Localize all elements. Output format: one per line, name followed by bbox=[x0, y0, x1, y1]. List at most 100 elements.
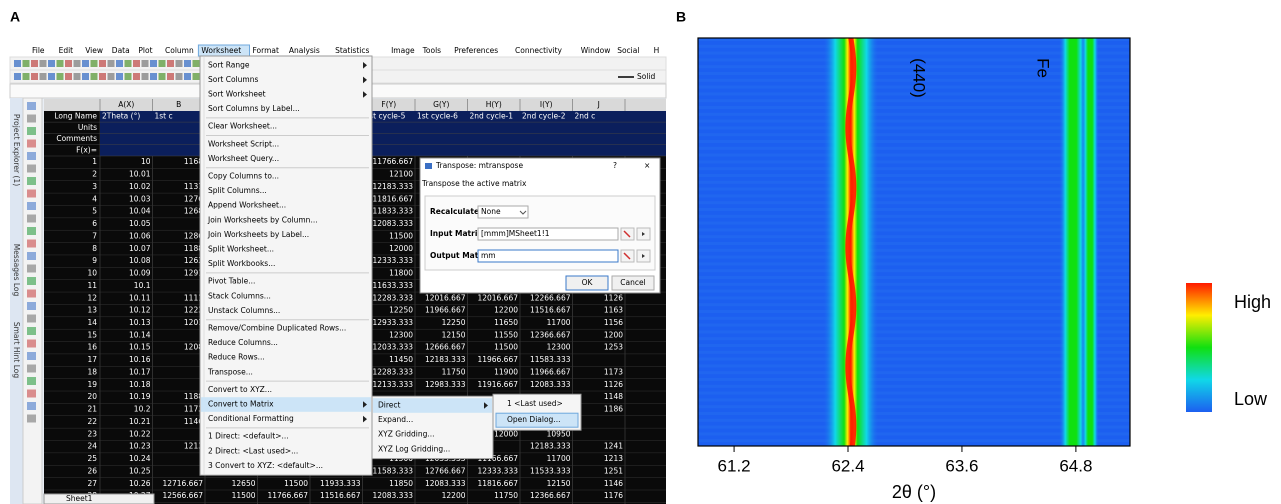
menu-item[interactable]: Connectivity bbox=[515, 46, 563, 55]
toolbar-icon[interactable] bbox=[142, 73, 149, 80]
menu-item[interactable]: Convert to Matrix bbox=[208, 400, 274, 409]
toolbar-icon[interactable] bbox=[125, 73, 132, 80]
toolbar-icon[interactable] bbox=[159, 60, 166, 67]
menu-item[interactable]: Reduce Rows... bbox=[208, 353, 265, 362]
menu-item[interactable]: Clear Worksheet... bbox=[208, 122, 277, 131]
tool-icon[interactable] bbox=[27, 390, 36, 398]
toolbar-icon[interactable] bbox=[116, 60, 123, 67]
menu-item[interactable]: Split Workbooks... bbox=[208, 259, 275, 268]
tool-icon[interactable] bbox=[27, 415, 36, 423]
menu-item[interactable]: Worksheet bbox=[201, 46, 241, 55]
toolbar-icon[interactable] bbox=[31, 73, 38, 80]
menu-item[interactable]: Join Worksheets by Column... bbox=[207, 215, 318, 224]
tool-icon[interactable] bbox=[27, 140, 36, 148]
toolbar-icon[interactable] bbox=[48, 60, 55, 67]
menu-item[interactable]: Statistics bbox=[335, 46, 369, 55]
menu-item[interactable]: Open Dialog... bbox=[507, 415, 560, 424]
toolbar-icon[interactable] bbox=[159, 73, 166, 80]
menu-item[interactable]: Preferences bbox=[454, 46, 498, 55]
tool-icon[interactable] bbox=[27, 152, 36, 160]
tool-icon[interactable] bbox=[27, 102, 36, 110]
tool-icon[interactable] bbox=[27, 377, 36, 385]
toolbar-icon[interactable] bbox=[91, 60, 98, 67]
tool-icon[interactable] bbox=[27, 165, 36, 173]
toolbar-icon[interactable] bbox=[167, 60, 174, 67]
toolbar-icon[interactable] bbox=[176, 60, 183, 67]
menu-item[interactable]: Reduce Columns... bbox=[208, 338, 278, 347]
menu-item[interactable]: Sort Range bbox=[208, 60, 250, 69]
toolbar-icon[interactable] bbox=[167, 73, 174, 80]
menu-item[interactable]: Split Worksheet... bbox=[208, 245, 274, 254]
menu-item[interactable]: Join Worksheets by Label... bbox=[207, 230, 309, 239]
menu-item[interactable]: 1 Direct: <default>... bbox=[208, 432, 289, 441]
button-label[interactable]: OK bbox=[582, 278, 594, 287]
menu-item[interactable]: Remove/Combine Duplicated Rows... bbox=[208, 324, 346, 333]
toolbar-icon[interactable] bbox=[74, 73, 81, 80]
tool-icon[interactable] bbox=[27, 290, 36, 298]
tool-icon[interactable] bbox=[27, 302, 36, 310]
tool-icon[interactable] bbox=[27, 402, 36, 410]
toolbar-icon[interactable] bbox=[176, 73, 183, 80]
menu-item[interactable]: 3 Convert to XYZ: <default>... bbox=[208, 461, 323, 470]
tool-icon[interactable] bbox=[27, 127, 36, 135]
toolbar-icon[interactable] bbox=[82, 60, 89, 67]
toolbar-icon[interactable] bbox=[184, 73, 191, 80]
toolbar-icon[interactable] bbox=[57, 73, 64, 80]
toolbar-icon[interactable] bbox=[65, 60, 72, 67]
menu-item[interactable]: 2 Direct: <Last used>... bbox=[208, 446, 298, 455]
menu-item[interactable]: Sort Worksheet bbox=[208, 90, 266, 99]
toolbar-icon[interactable] bbox=[48, 73, 55, 80]
menu-item[interactable]: Copy Columns to... bbox=[208, 172, 279, 181]
dialog-help[interactable]: ? bbox=[613, 161, 617, 170]
text-field[interactable] bbox=[478, 250, 618, 262]
toolbar-icon[interactable] bbox=[91, 73, 98, 80]
toolbar-icon[interactable] bbox=[142, 60, 149, 67]
toolbar-icon[interactable] bbox=[125, 60, 132, 67]
menu-item[interactable]: Format bbox=[253, 46, 279, 55]
side-tab[interactable]: Smart Hint Log bbox=[12, 322, 21, 379]
tool-icon[interactable] bbox=[27, 190, 36, 198]
menu-item[interactable]: Sort Columns by Label... bbox=[208, 104, 300, 113]
menu-item[interactable]: Append Worksheet... bbox=[208, 201, 286, 210]
menu-item[interactable]: Split Columns... bbox=[208, 186, 267, 195]
tool-icon[interactable] bbox=[27, 240, 36, 248]
menu-item[interactable]: Edit bbox=[59, 46, 74, 55]
menu-item[interactable]: Tools bbox=[422, 46, 442, 55]
tool-icon[interactable] bbox=[27, 115, 36, 123]
tool-icon[interactable] bbox=[27, 227, 36, 235]
menu-item[interactable]: 1 <Last used> bbox=[507, 399, 563, 408]
menu-item[interactable]: Stack Columns... bbox=[208, 291, 271, 300]
menu-item[interactable]: Social bbox=[617, 46, 639, 55]
tool-icon[interactable] bbox=[27, 277, 36, 285]
menu-item[interactable]: XYZ Log Gridding... bbox=[378, 444, 450, 453]
menu-item[interactable]: Window bbox=[581, 46, 611, 55]
toolbar-icon[interactable] bbox=[14, 73, 21, 80]
menu-item[interactable]: Unstack Columns... bbox=[208, 306, 280, 315]
menu-item[interactable]: H bbox=[654, 46, 660, 55]
menu-item[interactable]: XYZ Gridding... bbox=[378, 430, 435, 439]
menu-item[interactable]: Image bbox=[391, 46, 415, 55]
tool-icon[interactable] bbox=[27, 265, 36, 273]
tool-icon[interactable] bbox=[27, 340, 36, 348]
toolbar-icon[interactable] bbox=[99, 73, 106, 80]
tool-icon[interactable] bbox=[27, 177, 36, 185]
toolbar-icon[interactable] bbox=[82, 73, 89, 80]
menu-item[interactable]: Conditional Formatting bbox=[208, 414, 294, 423]
toolbar-icon[interactable] bbox=[65, 73, 72, 80]
tool-icon[interactable] bbox=[27, 365, 36, 373]
toolbar-icon[interactable] bbox=[116, 73, 123, 80]
toolbar-icon[interactable] bbox=[99, 60, 106, 67]
toolbar-icon[interactable] bbox=[23, 60, 30, 67]
toolbar-icon[interactable] bbox=[108, 60, 115, 67]
menu-item[interactable]: Plot bbox=[138, 46, 152, 55]
toolbar-icon[interactable] bbox=[193, 73, 200, 80]
menu-item[interactable]: Worksheet Query... bbox=[208, 154, 279, 163]
toolbar-icon[interactable] bbox=[133, 73, 140, 80]
menu-item[interactable]: View bbox=[85, 46, 103, 55]
toolbar-icon[interactable] bbox=[184, 60, 191, 67]
toolbar-icon[interactable] bbox=[23, 73, 30, 80]
toolbar-icon[interactable] bbox=[133, 60, 140, 67]
toolbar-icon[interactable] bbox=[150, 73, 157, 80]
toolbar-icon[interactable] bbox=[40, 60, 47, 67]
toolbar-icon[interactable] bbox=[108, 73, 115, 80]
